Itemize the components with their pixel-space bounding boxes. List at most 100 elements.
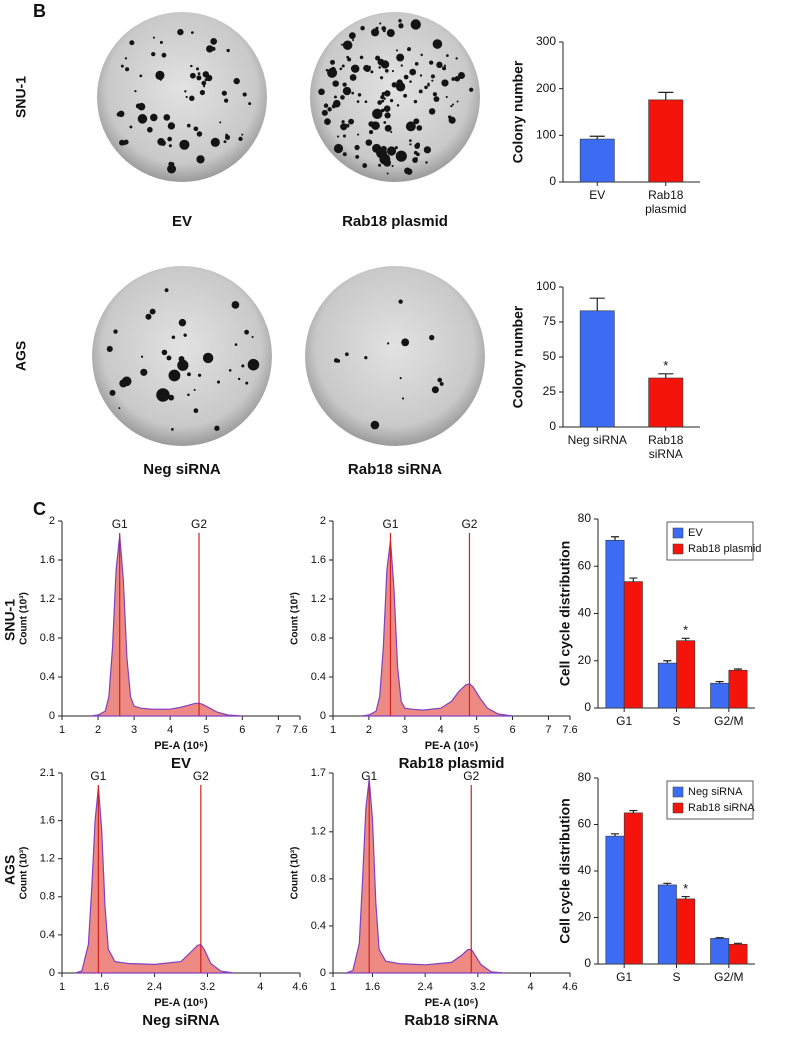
colony <box>401 338 410 347</box>
bar <box>657 884 677 965</box>
gate-label: G2 <box>461 517 477 531</box>
y-tick-label: 100 <box>536 279 556 293</box>
error-bar <box>681 895 690 899</box>
colony <box>190 72 196 79</box>
colony <box>380 108 385 113</box>
x-tick-label: 5 <box>474 724 480 736</box>
colony <box>430 74 435 79</box>
colony <box>193 126 199 132</box>
colony <box>371 28 380 37</box>
colony <box>336 135 340 138</box>
colony <box>125 67 130 72</box>
y-tick-label: 75 <box>543 314 557 328</box>
bar <box>648 377 684 428</box>
x-tick-label: S <box>672 970 681 984</box>
colony <box>152 36 155 39</box>
y-tick-label: 0 <box>320 967 326 979</box>
x-tick-label: 6 <box>239 724 245 736</box>
colony <box>195 67 200 71</box>
error-bar <box>733 942 743 945</box>
colony <box>149 308 156 315</box>
y-tick-label: 50 <box>543 349 557 363</box>
colony <box>446 54 449 57</box>
y-tick-label: 1.6 <box>40 554 55 566</box>
colony <box>159 40 163 44</box>
colony <box>342 134 346 138</box>
colony <box>420 53 423 57</box>
y-tick-label: 40 <box>578 863 592 877</box>
colony <box>390 130 393 134</box>
colony <box>123 139 129 145</box>
chart-caption: EV <box>171 755 191 772</box>
colony <box>451 77 456 81</box>
colony <box>167 122 176 130</box>
y-axis-label: Colony number <box>510 305 526 408</box>
x-tick-label: 4 <box>527 981 533 993</box>
gate-label: G1 <box>90 769 106 783</box>
x-tick-label: Rab18 siRNA <box>648 433 684 461</box>
colony <box>379 76 384 80</box>
colony <box>425 161 428 164</box>
colony <box>202 85 206 88</box>
colony <box>196 75 202 81</box>
colony <box>241 133 244 136</box>
colony <box>150 113 158 122</box>
colony <box>382 29 386 33</box>
histogram-area <box>75 787 234 974</box>
colony <box>341 120 345 124</box>
y-tick-label: 0 <box>49 967 55 979</box>
y-tick-label: 0 <box>49 710 55 722</box>
colony <box>416 125 423 131</box>
colony <box>436 61 443 68</box>
y-tick-label: 0 <box>584 700 591 714</box>
colony <box>109 389 116 396</box>
colony <box>340 123 348 131</box>
colony <box>196 155 205 164</box>
colony <box>469 87 474 92</box>
y-axis-label: Colony number <box>510 60 526 163</box>
colony <box>455 57 458 60</box>
bar <box>728 943 748 965</box>
y-tick-label: 60 <box>578 558 592 572</box>
colony <box>168 369 181 382</box>
significance-label: * <box>683 881 688 896</box>
colony <box>155 70 165 80</box>
x-tick-label: 2 <box>366 724 372 736</box>
colony <box>196 131 203 137</box>
colony <box>377 100 382 105</box>
colony <box>378 66 381 69</box>
colony <box>206 45 214 53</box>
colony <box>164 288 169 293</box>
colony <box>395 150 407 162</box>
colony <box>340 95 345 100</box>
x-tick-label: 3.2 <box>200 981 215 993</box>
colony <box>117 110 125 118</box>
y-tick-label: 0.4 <box>311 920 326 932</box>
x-tick-label: 4 <box>438 724 444 736</box>
y-tick-label: 2 <box>320 515 326 527</box>
colony <box>214 425 220 431</box>
bar <box>605 835 625 965</box>
colony <box>398 23 404 29</box>
colony <box>210 37 218 45</box>
colony <box>134 89 137 93</box>
colony <box>378 163 382 167</box>
y-tick-label: 1.2 <box>40 593 55 605</box>
y-tick-label: 0.4 <box>40 929 55 941</box>
error-bar <box>610 536 620 541</box>
colony <box>177 359 189 371</box>
x-axis-label: PE-A (10⁶) <box>425 997 479 1009</box>
colony <box>451 103 455 106</box>
error-bar <box>663 882 672 885</box>
colony <box>159 78 162 81</box>
colony <box>398 19 402 23</box>
colony <box>409 80 412 83</box>
colony <box>190 64 193 68</box>
x-tick-label: 2.4 <box>418 981 433 993</box>
colony <box>223 140 227 144</box>
x-tick-label: 2 <box>95 724 101 736</box>
error-bar <box>663 660 672 664</box>
histogram-area <box>90 535 243 717</box>
colony <box>395 82 406 92</box>
colony <box>424 85 428 90</box>
